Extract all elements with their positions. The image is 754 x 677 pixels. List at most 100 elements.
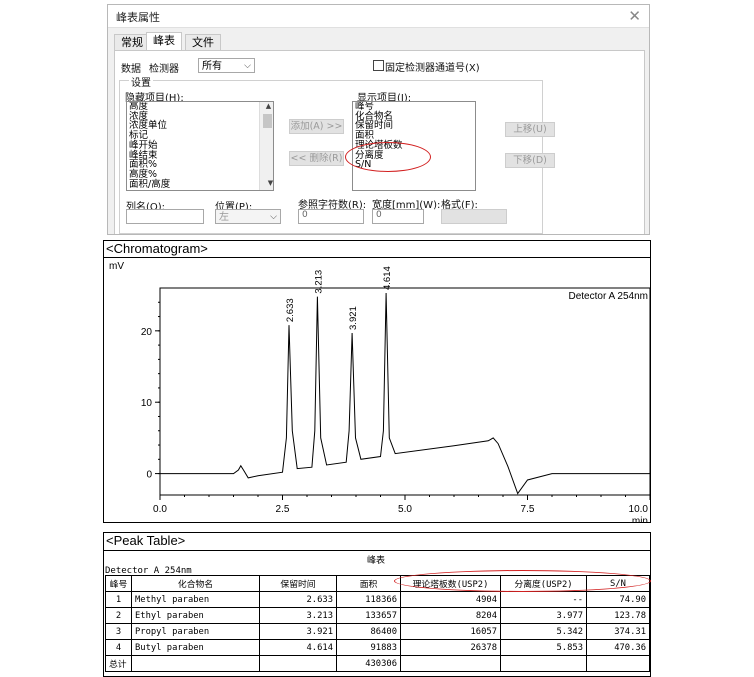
list-item[interactable]: 浓度 (129, 110, 149, 122)
width-label: 宽度[mm](W): (372, 200, 441, 211)
table-cell: 3.213 (259, 607, 337, 624)
table-cell: 374.31 (586, 623, 650, 640)
settings-label: 设置 (129, 74, 153, 89)
list-item[interactable]: 面积 (355, 130, 375, 142)
x-tick-label: 7.5 (521, 504, 535, 515)
list-item[interactable]: 峰结束 (129, 149, 158, 161)
detector-label: Detector A 254nm (569, 291, 649, 302)
chromatogram-panel: <Chromatogram> mV 0 10 20 0.0 2.5 5.0 7.5 10.0 m… (103, 240, 651, 523)
ref-chars-input[interactable]: 0 (298, 209, 364, 224)
detector-label: 检测器 (149, 64, 179, 75)
position-label: 位置(P): (215, 202, 253, 213)
table-row: 1 Methyl paraben 2.633 118366 4904 -- 74.90 (105, 591, 650, 608)
x-unit-label: min (632, 516, 648, 522)
hidden-list-scrollbar[interactable]: ▲ ▼ (259, 102, 273, 190)
data-label: 数据 (121, 64, 141, 75)
column-header: 面积 (336, 575, 401, 592)
list-item[interactable]: 高度 (129, 101, 149, 112)
move-up-button[interactable]: 上移(U) (505, 122, 555, 137)
list-item[interactable]: 面积/高度 (129, 178, 171, 190)
column-name-input[interactable] (126, 209, 204, 224)
table-cell (131, 655, 260, 672)
list-item[interactable]: 峰号 (355, 101, 375, 112)
table-cell: 5.342 (500, 623, 587, 640)
detector-select[interactable]: 所有 ⌵ (198, 58, 255, 73)
section-divider (104, 550, 650, 551)
table-cell: Propyl paraben (131, 623, 260, 640)
x-tick-label: 2.5 (276, 504, 290, 515)
table-cell: 4 (105, 639, 132, 656)
list-item[interactable]: 化合物名 (355, 110, 394, 122)
list-item[interactable]: 高度% (129, 168, 158, 180)
dialog-titlebar: 峰表属性 ✕ (108, 5, 649, 28)
table-cell (586, 655, 650, 672)
table-cell: 118366 (336, 591, 401, 608)
table-cell: 133657 (336, 607, 401, 624)
table-cell: 86400 (336, 623, 401, 640)
chromatogram-section-title: <Chromatogram> (106, 241, 208, 256)
table-cell: 74.90 (586, 591, 650, 608)
total-area: 430306 (336, 655, 401, 672)
position-select[interactable]: 左 ⌵ (215, 209, 281, 224)
chromatogram-trace (160, 292, 650, 495)
peak-table-caption: 峰表 (367, 556, 386, 566)
list-item[interactable]: 保留时间 (355, 120, 394, 132)
format-label: 格式(F): (441, 200, 478, 211)
ref-chars-label: 参照字符数(R): (298, 200, 367, 211)
tab-general[interactable]: 常规 (114, 34, 150, 51)
hidden-items-list[interactable]: 高度 浓度 浓度单位 标记 峰开始 峰结束 面积% 高度% 面积/高度 ▲ ▼ (126, 101, 274, 191)
fix-channel-label: 固定检测器通道号(X) (385, 63, 480, 74)
format-input[interactable] (441, 209, 507, 224)
dialog-title: 峰表属性 (116, 11, 160, 24)
table-total-row: 总计 430306 (105, 655, 650, 672)
close-icon[interactable]: ✕ (628, 7, 641, 25)
detector-select-value: 所有 (202, 61, 222, 72)
list-item[interactable]: 峰开始 (129, 139, 158, 151)
y-tick-label: 20 (141, 327, 153, 338)
highlight-ellipse (394, 570, 651, 592)
move-down-button[interactable]: 下移(D) (505, 153, 555, 168)
tab-file[interactable]: 文件 (185, 34, 221, 51)
scrollbar-thumb[interactable] (263, 113, 272, 128)
section-divider (104, 257, 650, 258)
list-item[interactable]: 面积% (129, 159, 158, 171)
remove-button[interactable]: << 删除(R) (289, 151, 344, 166)
column-header: 保留时间 (259, 575, 337, 592)
chevron-down-icon[interactable]: ▼ (267, 179, 274, 188)
detector-line: Detector A 254nm (105, 566, 192, 576)
table-cell: 4904 (400, 591, 501, 608)
table-cell: 123.78 (586, 607, 650, 624)
peak-table-panel: <Peak Table> 峰表 Detector A 254nm 峰号 化合物名… (103, 532, 651, 677)
table-cell: -- (500, 591, 587, 608)
fix-channel-checkbox[interactable] (373, 60, 384, 71)
y-unit-label: mV (109, 261, 124, 272)
x-tick-label: 5.0 (398, 504, 412, 515)
tab-peak-table[interactable]: 峰表 (146, 32, 182, 52)
tab-panel: 数据 检测器 所有 ⌵ 固定检测器通道号(X) 设置 隐藏项目(H): 高度 浓… (114, 50, 645, 234)
position-select-value: 左 (219, 212, 229, 223)
list-item[interactable]: 浓度单位 (129, 120, 168, 132)
peak-label: 3.921 (348, 306, 359, 330)
table-cell: 2.633 (259, 591, 337, 608)
peak-label: 4.614 (382, 266, 393, 290)
width-input[interactable]: 0 (372, 209, 424, 224)
add-button[interactable]: 添加(A) >> (289, 119, 344, 134)
table-cell: 4.614 (259, 639, 337, 656)
peak-label: 3.213 (313, 270, 324, 294)
table-cell: 8204 (400, 607, 501, 624)
table-row: 3 Propyl paraben 3.921 86400 16057 5.342 374.3… (105, 623, 650, 640)
table-cell: 26378 (400, 639, 501, 656)
table-cell: 470.36 (586, 639, 650, 656)
column-header: 峰号 (105, 575, 132, 592)
table-cell (500, 655, 587, 672)
list-item[interactable]: 标记 (129, 130, 149, 142)
table-cell: 5.853 (500, 639, 587, 656)
column-header: 化合物名 (131, 575, 260, 592)
column-name-label: 列名(O): (126, 202, 166, 213)
hidden-items-label: 隐藏项目(H): (125, 93, 184, 104)
plot-frame (159, 287, 650, 496)
chevron-down-icon: ⌵ (244, 61, 251, 71)
chevron-up-icon[interactable]: ▲ (265, 102, 272, 110)
shown-items-label: 显示项目(I): (357, 93, 412, 104)
